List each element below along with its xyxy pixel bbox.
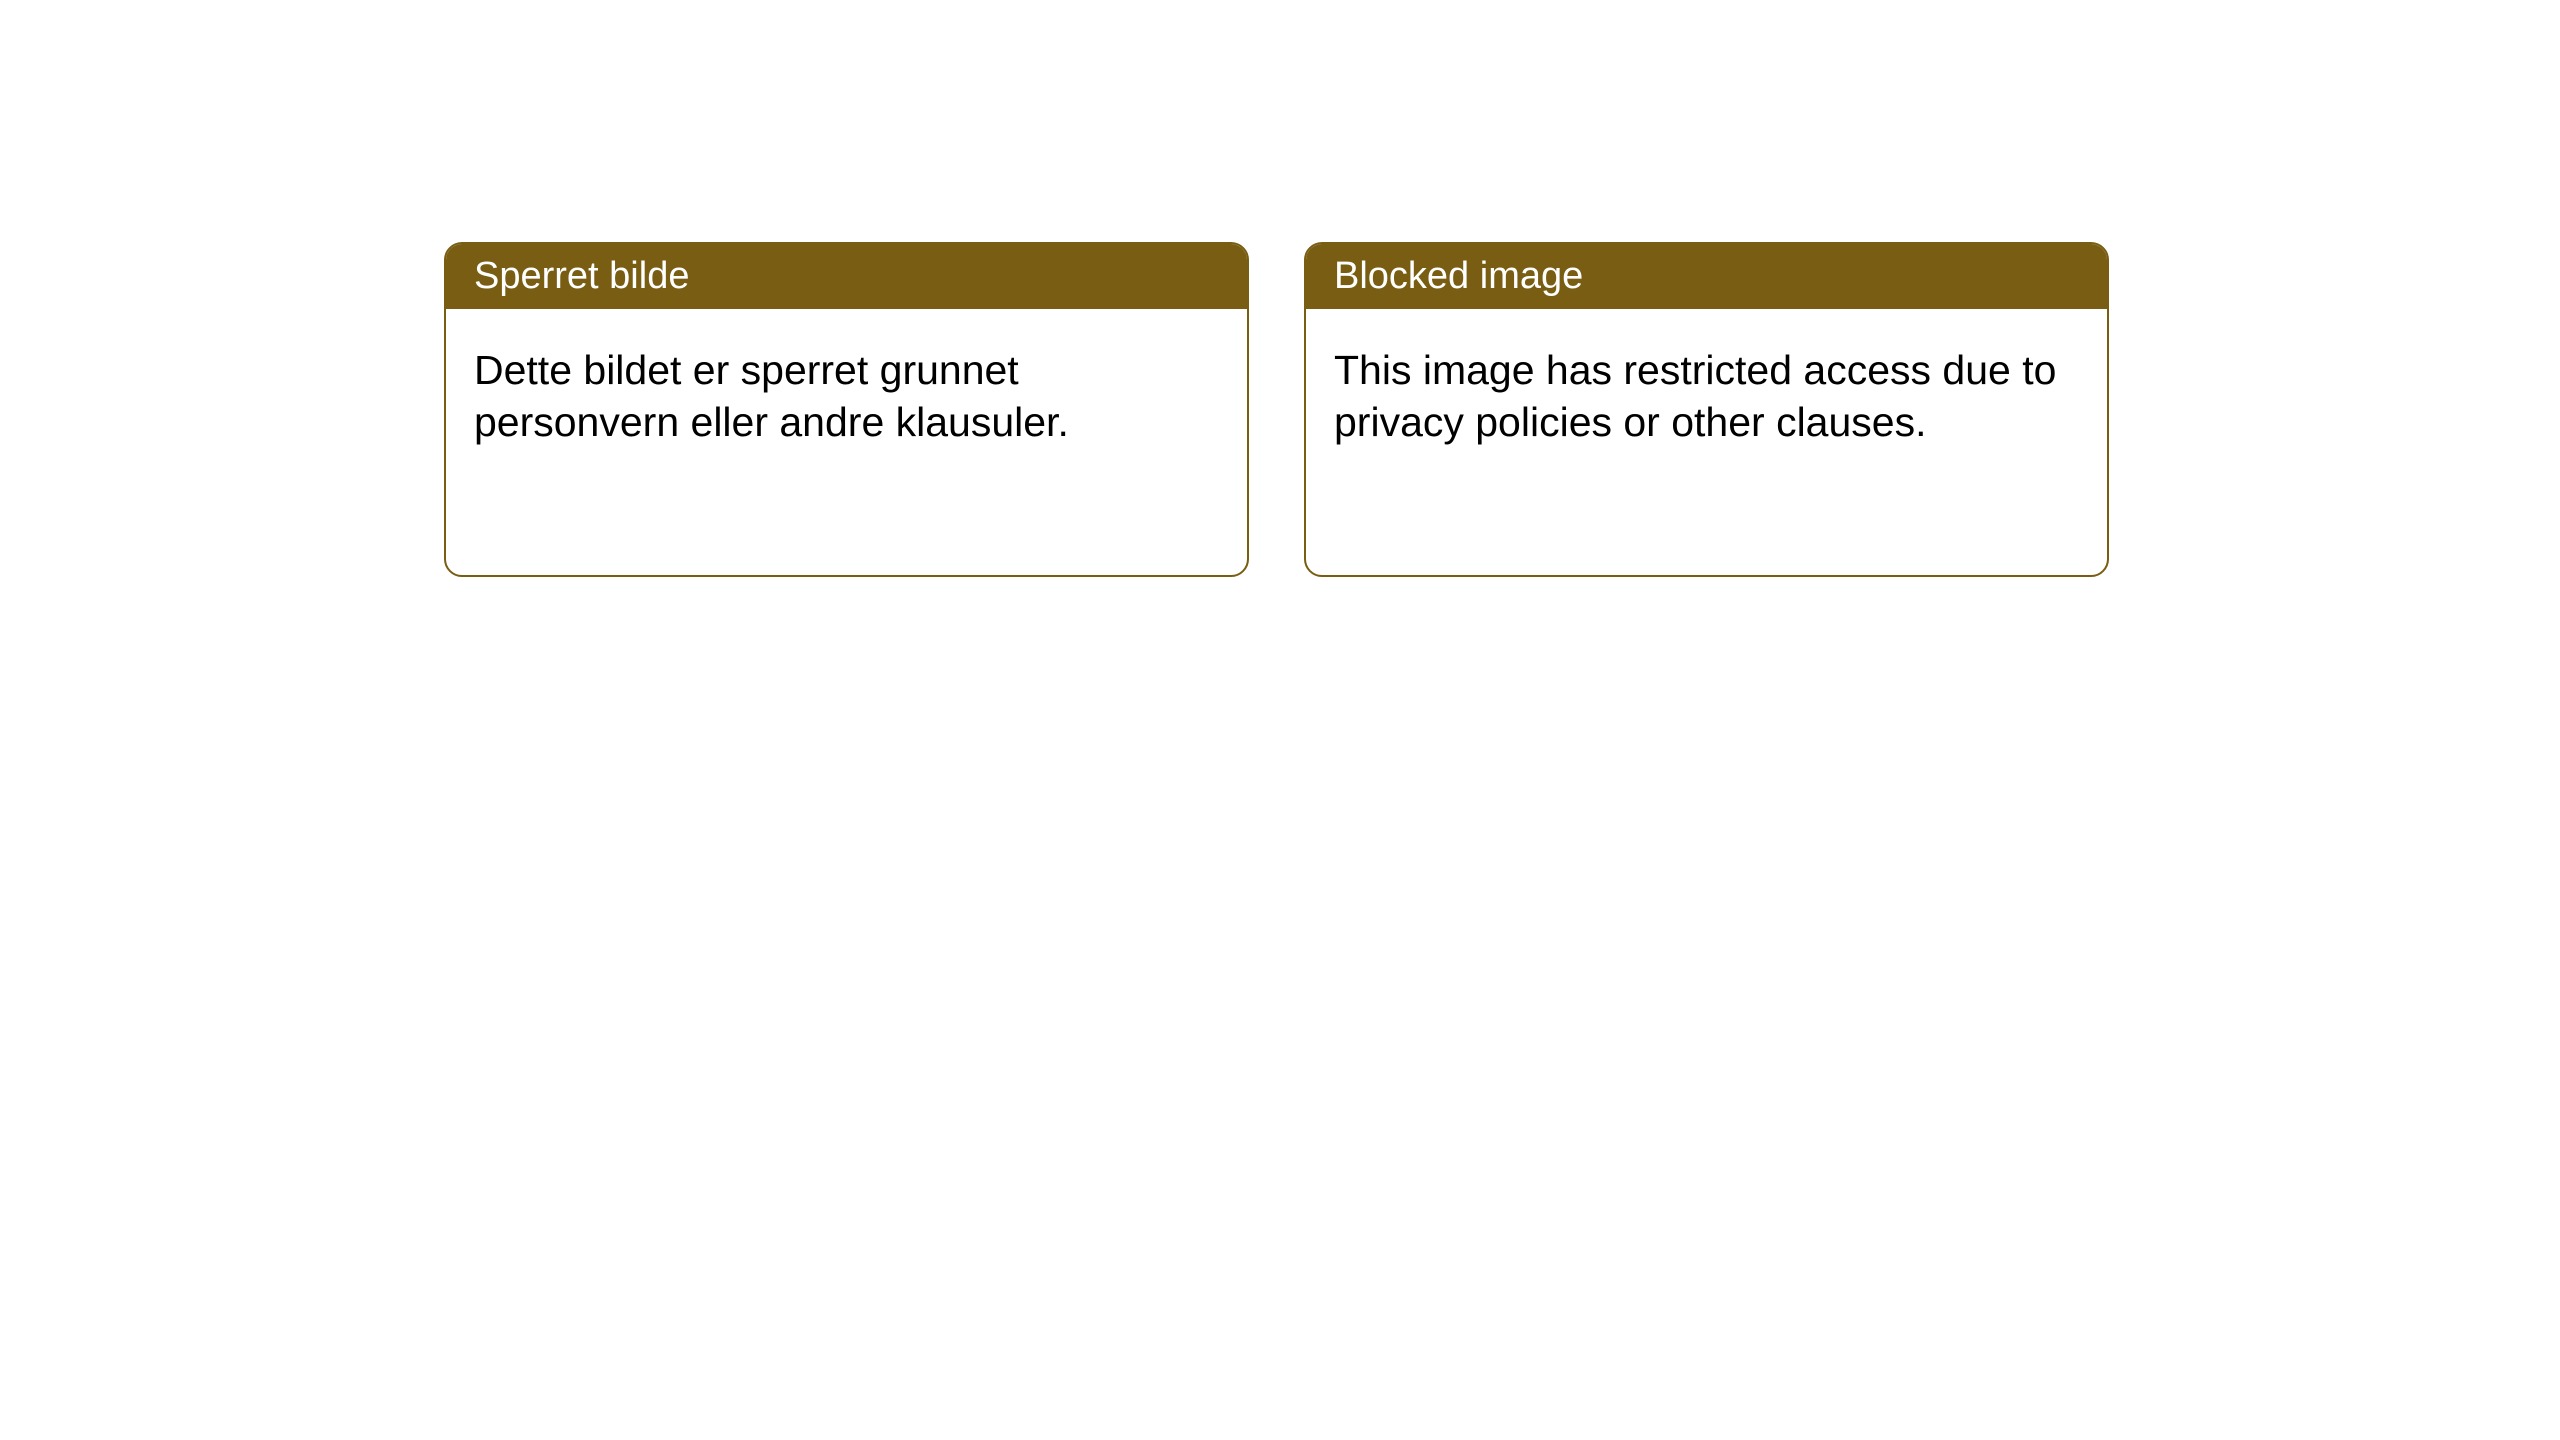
notice-header: Sperret bilde: [446, 244, 1247, 309]
notice-body: This image has restricted access due to …: [1306, 309, 2107, 484]
notice-title: Blocked image: [1334, 255, 1583, 297]
notice-title: Sperret bilde: [474, 255, 689, 297]
notice-container: Sperret bilde Dette bildet er sperret gr…: [0, 0, 2560, 577]
notice-body-text: Dette bildet er sperret grunnet personve…: [474, 347, 1069, 445]
notice-body: Dette bildet er sperret grunnet personve…: [446, 309, 1247, 484]
notice-header: Blocked image: [1306, 244, 2107, 309]
notice-body-text: This image has restricted access due to …: [1334, 347, 2056, 445]
notice-card-norwegian: Sperret bilde Dette bildet er sperret gr…: [444, 242, 1249, 577]
notice-card-english: Blocked image This image has restricted …: [1304, 242, 2109, 577]
